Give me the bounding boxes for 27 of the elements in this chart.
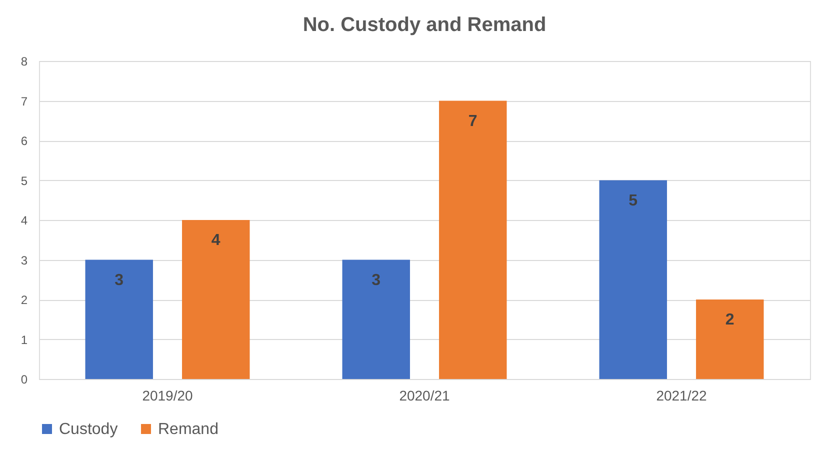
data-label: 2 — [725, 312, 734, 328]
data-label: 4 — [211, 232, 220, 249]
y-tick-label: 5 — [20, 174, 28, 188]
x-tick-label: 2020/21 — [399, 388, 450, 404]
data-label: 3 — [372, 272, 381, 289]
bar — [85, 260, 153, 379]
data-label: 3 — [114, 272, 124, 289]
legend-label: Custody — [59, 421, 118, 438]
y-tick-label: 2 — [20, 293, 28, 307]
data-label: 5 — [628, 192, 638, 210]
bar — [599, 180, 667, 379]
legend-label: Remand — [158, 421, 218, 438]
y-tick-label: 3 — [20, 253, 28, 268]
x-tick-label: 2021/22 — [656, 388, 708, 404]
bar — [439, 100, 507, 379]
y-tick-label: 8 — [20, 54, 28, 68]
y-tick-label: 4 — [20, 214, 28, 228]
data-label: 7 — [468, 112, 478, 130]
chart-title: No. Custody and Remand — [302, 14, 546, 36]
y-tick-label: 7 — [20, 94, 28, 108]
y-tick-label: 6 — [20, 134, 28, 148]
x-tick-label: 2019/20 — [142, 388, 194, 404]
bar — [696, 300, 764, 379]
y-tick-label: 1 — [20, 332, 28, 347]
bar — [182, 220, 250, 379]
bar — [342, 260, 410, 379]
y-tick-label: 0 — [20, 372, 28, 386]
